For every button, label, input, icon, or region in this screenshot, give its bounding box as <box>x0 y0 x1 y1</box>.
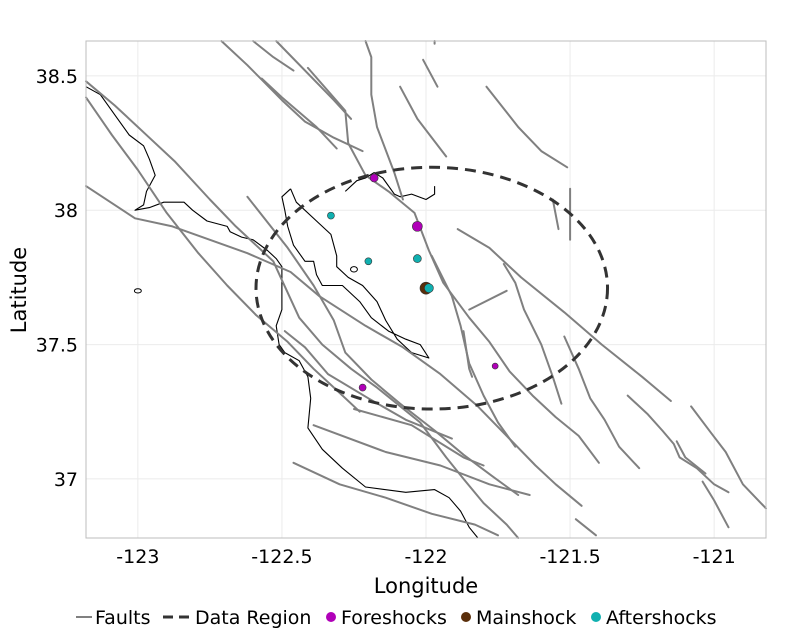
coastline <box>85 86 479 539</box>
y-tick-labels: 37 37.5 38 38.5 <box>36 66 78 491</box>
fault-line <box>260 77 338 150</box>
fault-line <box>220 40 364 153</box>
island-outline <box>350 266 358 273</box>
x-tick-label: -123 <box>116 546 159 568</box>
x-tick-label: -122.5 <box>251 546 312 568</box>
legend-region-label: Data Region <box>195 607 311 629</box>
coastline-path <box>281 188 430 359</box>
aftershock-point <box>364 257 373 266</box>
fault-line <box>283 330 453 440</box>
fault-line <box>353 408 485 467</box>
y-tick-label: 37 <box>54 469 78 491</box>
aftershock-point <box>413 254 422 263</box>
foreshock-point <box>369 173 379 183</box>
legend: Faults Data Region Foreshocks Mainshock … <box>76 607 717 629</box>
fault-line <box>306 66 600 464</box>
fault-line <box>675 440 707 475</box>
fault-line <box>563 335 641 470</box>
y-tick-label: 38.5 <box>36 66 78 88</box>
legend-aftershocks-label: Aftershocks <box>606 607 717 629</box>
fault-line <box>690 405 767 510</box>
fault-line <box>85 80 520 539</box>
data-region <box>254 165 610 411</box>
x-tick-label: -121.5 <box>539 546 600 568</box>
quake-points <box>327 173 499 392</box>
legend-aftershocks-key <box>591 612 601 622</box>
fault-line <box>701 480 730 529</box>
data-region-ellipse <box>254 165 610 411</box>
legend-mainshock-label: Mainshock <box>476 607 576 629</box>
fault-line <box>456 228 672 402</box>
foreshock-point <box>491 362 499 370</box>
x-tick-labels: -123 -122.5 -122 -121.5 -121 <box>116 546 735 568</box>
fault-line <box>364 40 404 201</box>
coastline-path <box>344 172 436 201</box>
aftershock-point <box>424 283 434 293</box>
fault-line <box>252 40 295 72</box>
fault-line <box>85 96 361 413</box>
legend-foreshocks-key <box>326 612 336 622</box>
x-tick-label: -121 <box>693 546 736 568</box>
fault-line <box>85 185 583 507</box>
y-axis-title: Latitude <box>7 247 31 333</box>
fault-line <box>468 289 508 311</box>
foreshock-point <box>412 221 423 232</box>
fault-line <box>502 263 563 405</box>
island-outline <box>133 288 142 294</box>
aftershock-point <box>327 211 335 220</box>
fault-lines <box>85 40 767 539</box>
plot-border <box>85 40 767 539</box>
legend-faults-label: Faults <box>95 607 151 629</box>
y-tick-label: 38 <box>54 200 78 222</box>
coastline-path <box>85 86 479 539</box>
fault-line <box>422 58 439 88</box>
fault-line <box>462 330 474 378</box>
fault-line <box>574 518 597 537</box>
legend-mainshock-key <box>461 612 471 622</box>
fault-line <box>399 85 448 158</box>
x-tick-label: -122 <box>404 546 447 568</box>
y-tick-label: 37.5 <box>36 335 78 357</box>
fault-line <box>551 198 560 231</box>
foreshock-point <box>358 383 367 392</box>
legend-foreshocks-label: Foreshocks <box>341 607 447 629</box>
fault-line <box>312 424 531 496</box>
fault-line <box>485 85 569 169</box>
fault-line <box>292 461 499 537</box>
fault-line <box>626 394 730 494</box>
x-axis-title: Longitude <box>374 574 478 598</box>
